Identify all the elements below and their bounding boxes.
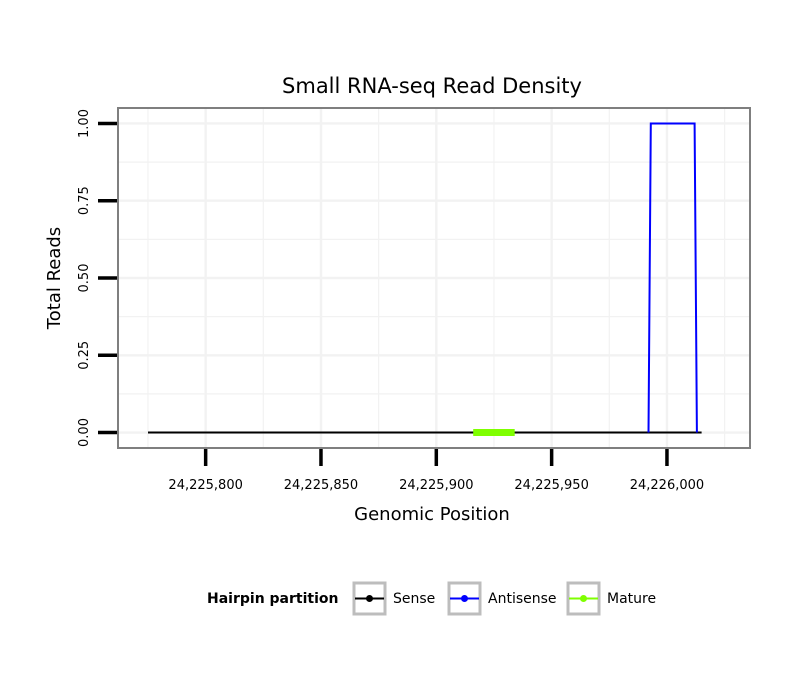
y-tick-label: 0.00 <box>77 418 92 447</box>
y-tick-label: 1.00 <box>77 109 92 138</box>
x-axis: 24,225,800 24,225,850 24,225,900 24,225,950… <box>168 449 704 493</box>
legend-item-mature: Mature <box>566 581 656 616</box>
plot-border <box>117 107 751 449</box>
series-line-antisense <box>647 122 698 433</box>
legend-label: Mature <box>607 591 656 607</box>
legend-label: Sense <box>393 591 435 607</box>
legend-key-point <box>461 595 468 602</box>
legend-label: Antisense <box>488 591 557 607</box>
data-series <box>148 122 702 436</box>
x-tick-label: 24,225,900 <box>399 478 473 493</box>
legend-item-antisense: Antisense <box>447 581 557 616</box>
x-tick-label: 24,226,000 <box>630 478 704 493</box>
legend-title: Hairpin partition <box>207 591 338 607</box>
x-tick-label: 24,225,850 <box>284 478 358 493</box>
y-tick-label: 0.50 <box>77 264 92 293</box>
y-axis: 0.00 0.25 0.50 0.75 1.00 <box>77 109 117 447</box>
x-tick-label: 24,225,950 <box>514 478 588 493</box>
legend-key-point <box>366 595 373 602</box>
chart-title: Small RNA-seq Read Density <box>282 74 582 98</box>
legend-item-sense: Sense <box>352 581 435 616</box>
x-tick-label: 24,225,800 <box>168 478 242 493</box>
x-axis-title: Genomic Position <box>354 504 510 525</box>
y-axis-title: Total Reads <box>44 227 65 330</box>
y-tick-label: 0.75 <box>77 186 92 215</box>
legend: Hairpin partition Sense Antisense Mature <box>207 581 656 616</box>
legend-key-point <box>580 595 587 602</box>
y-tick-label: 0.25 <box>77 341 92 370</box>
